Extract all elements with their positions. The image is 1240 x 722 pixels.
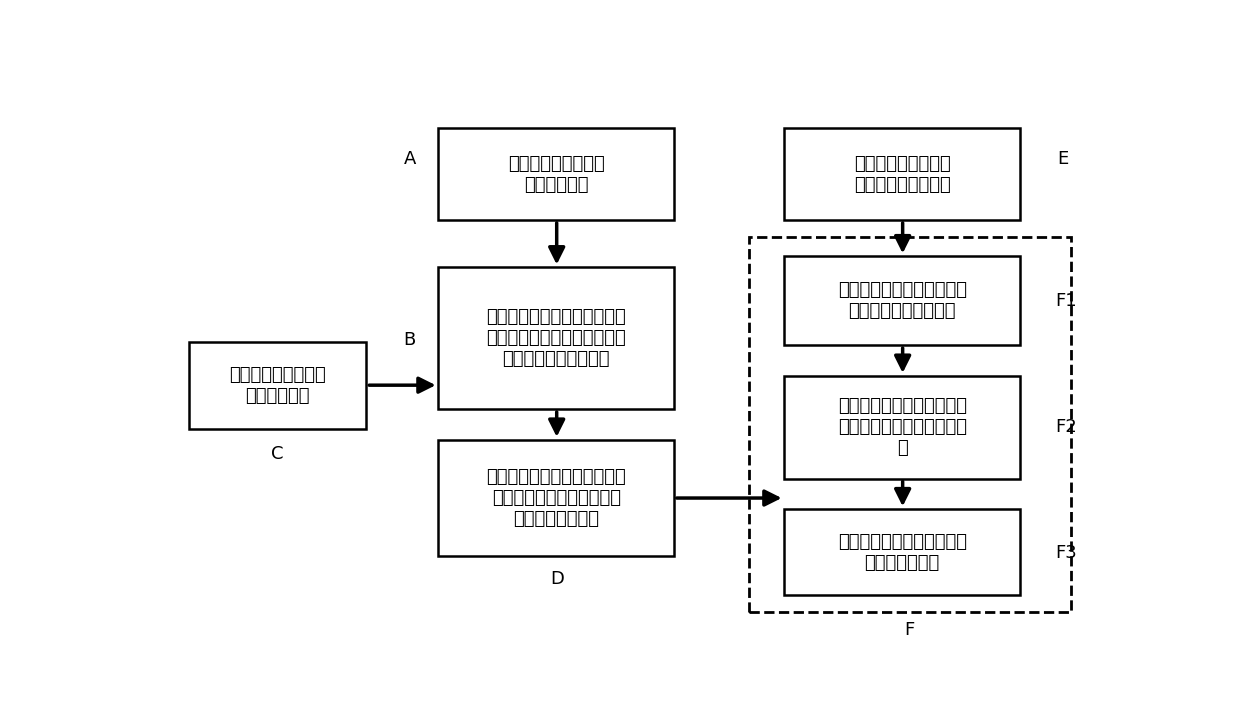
Text: 在所有的放电次数中，选出
被识别出次数最多的缺陷类
型: 在所有的放电次数中，选出 被识别出次数最多的缺陷类 型	[838, 397, 967, 457]
Text: F: F	[904, 622, 915, 640]
Text: 采集已知缺陷类型的
局部放电信号: 采集已知缺陷类型的 局部放电信号	[508, 155, 605, 193]
Text: F2: F2	[1055, 419, 1076, 436]
FancyBboxPatch shape	[188, 342, 367, 429]
FancyBboxPatch shape	[785, 256, 1019, 345]
Text: F1: F1	[1055, 292, 1076, 310]
FancyBboxPatch shape	[785, 129, 1019, 220]
Text: 建立局部放电信息库，其包括
若干缺陷类型的局部放电波形
信号和相应的缺陷类型: 建立局部放电信息库，其包括 若干缺陷类型的局部放电波形 信号和相应的缺陷类型	[486, 308, 626, 368]
Text: D: D	[549, 570, 564, 588]
Text: A: A	[403, 150, 415, 168]
Text: 该被选出类型成为待定缺陷
类型的识别类型: 该被选出类型成为待定缺陷 类型的识别类型	[838, 533, 967, 572]
Text: F3: F3	[1055, 544, 1076, 562]
Text: 将每次放电信号的波形输入
卷积神经网络进行识别: 将每次放电信号的波形输入 卷积神经网络进行识别	[838, 282, 967, 320]
Text: C: C	[270, 445, 283, 463]
FancyBboxPatch shape	[785, 375, 1019, 479]
Text: 搭建用于模式识别的
卷积神经网络: 搭建用于模式识别的 卷积神经网络	[229, 366, 326, 405]
FancyBboxPatch shape	[439, 440, 675, 557]
Text: B: B	[403, 331, 415, 349]
FancyBboxPatch shape	[439, 129, 675, 220]
FancyBboxPatch shape	[439, 267, 675, 409]
Text: 采集待定缺陷类型的
多次放电信号的波形: 采集待定缺陷类型的 多次放电信号的波形	[854, 155, 951, 193]
Text: 将局部放电信息库中的波形和
相应放电类型作为输入量，
训练卷积神经网络: 将局部放电信息库中的波形和 相应放电类型作为输入量， 训练卷积神经网络	[486, 469, 626, 528]
Text: E: E	[1058, 150, 1069, 168]
FancyBboxPatch shape	[785, 509, 1019, 596]
